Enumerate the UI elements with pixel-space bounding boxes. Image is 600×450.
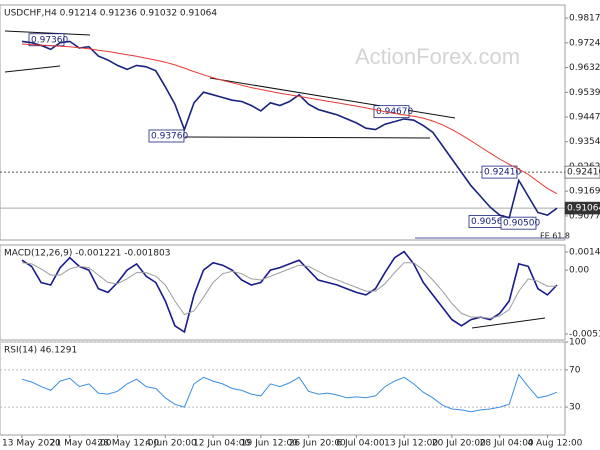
panel-title: RSI(14) 46.1291 bbox=[4, 346, 77, 356]
panel-title: USDCHF,H4 0.91214 0.91236 0.91032 0.9106… bbox=[4, 9, 217, 19]
y-tick-label: 0.95395 bbox=[569, 88, 600, 98]
annotation-box bbox=[500, 216, 537, 230]
annotation-box bbox=[481, 165, 518, 179]
trend-line bbox=[184, 136, 431, 139]
annotation-label: 0.93760 bbox=[151, 132, 188, 142]
y-tick-label: 100 bbox=[569, 338, 586, 348]
trend-line bbox=[4, 65, 61, 73]
x-tick-label: 13 Jul 12:00 bbox=[384, 439, 438, 449]
price-tag bbox=[564, 201, 600, 215]
annotation-label: 0.92410 bbox=[484, 168, 521, 178]
price-tag bbox=[564, 165, 600, 179]
annotation-label: 0.94670 bbox=[376, 107, 413, 117]
series-line bbox=[21, 262, 557, 319]
y-tick-label: 0.91695 bbox=[569, 187, 600, 197]
panel-frame bbox=[0, 341, 566, 436]
panel-frame bbox=[0, 4, 566, 241]
series-line bbox=[21, 373, 558, 413]
x-tick-label: 21 May 04:00 bbox=[50, 439, 112, 449]
y-tick-label: 0.93545 bbox=[569, 137, 600, 147]
trend-line bbox=[4, 30, 91, 36]
y-tick-label: 30 bbox=[569, 403, 581, 413]
x-tick-label: 4 Jun 20:00 bbox=[145, 439, 197, 449]
trend-line bbox=[209, 77, 456, 119]
x-tick-label: 19 Jun 12:00 bbox=[241, 439, 298, 449]
x-tick-label: 4 Aug 12:00 bbox=[527, 439, 582, 449]
y-tick-label: 0.001461 bbox=[569, 248, 600, 258]
x-tick-label: 28 May 12:00 bbox=[98, 439, 160, 449]
series-line bbox=[21, 40, 558, 219]
y-tick-label: 0.97245 bbox=[569, 38, 600, 48]
series-line bbox=[21, 250, 558, 334]
annotation-label: 0.97360 bbox=[31, 35, 68, 45]
y-tick-label: 0.00 bbox=[569, 266, 589, 276]
y-tick-label: -0.00516 bbox=[569, 329, 600, 339]
price-tag-label: 0.91064 bbox=[567, 204, 600, 214]
price-tag-label: 0.92410 bbox=[567, 168, 600, 178]
fe-label: FE 61.8 bbox=[540, 232, 570, 241]
x-tick-label: 12 Jun 04:00 bbox=[193, 439, 250, 449]
x-tick-label: 13 May 2020 bbox=[2, 439, 61, 449]
y-tick-label: 70 bbox=[569, 365, 581, 375]
watermark: ActionForex.com bbox=[355, 44, 520, 69]
panel-title: MACD(12,26,9) -0.001221 -0.001803 bbox=[4, 249, 170, 259]
annotation-label: 0.90560 bbox=[471, 217, 508, 227]
x-tick-label: 28 Jul 04:00 bbox=[480, 439, 534, 449]
x-tick-label: 20 Jul 20:00 bbox=[432, 439, 486, 449]
panel-frame bbox=[0, 244, 566, 341]
x-tick-label: 6 Jul 04:00 bbox=[336, 439, 385, 449]
annotation-box bbox=[148, 129, 185, 143]
series-line bbox=[21, 43, 558, 195]
annotation-label: 0.90500 bbox=[503, 219, 540, 229]
trend-line bbox=[471, 317, 546, 329]
x-tick-label: 26 Jun 20:00 bbox=[289, 439, 346, 449]
